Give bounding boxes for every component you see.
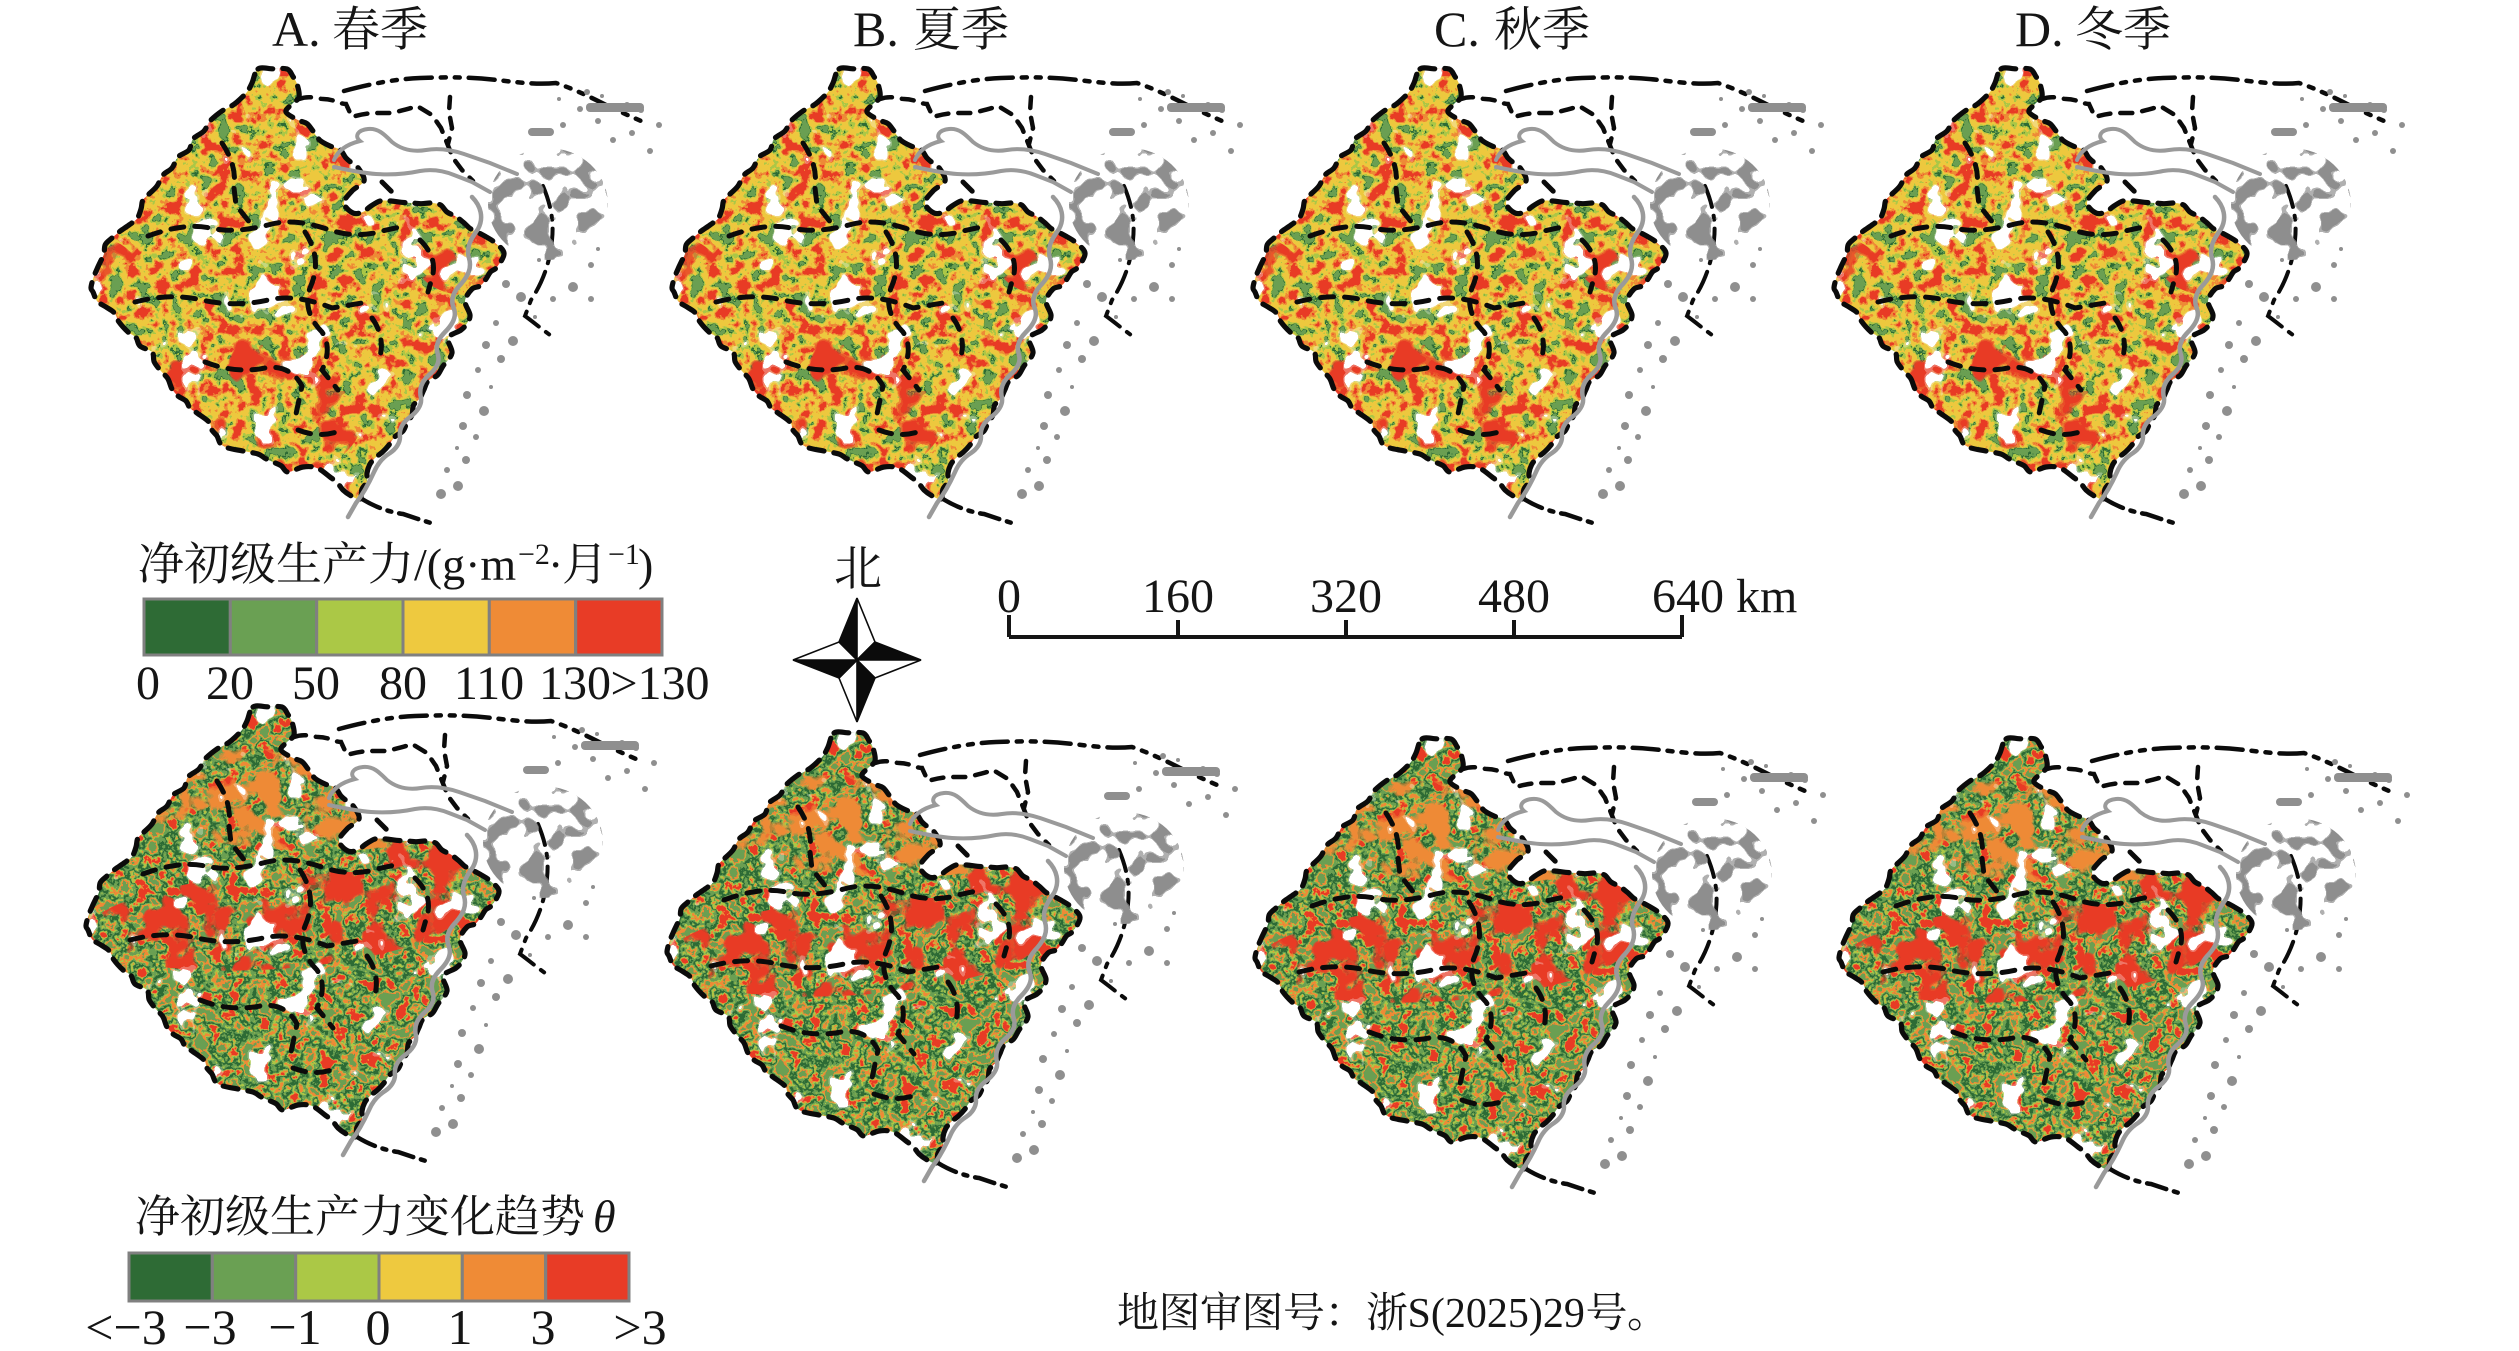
svg-text:0: 0	[366, 1299, 391, 1351]
svg-text:320: 320	[1310, 570, 1382, 623]
svg-text:50: 50	[292, 657, 340, 710]
svg-text:θ: θ	[593, 1191, 616, 1242]
svg-text:−1: −1	[268, 1299, 321, 1351]
svg-text:160: 160	[1142, 570, 1214, 623]
svg-text:80: 80	[379, 657, 427, 710]
svg-text:>130: >130	[610, 657, 709, 710]
svg-text:130: 130	[539, 657, 611, 710]
svg-text:−1: −1	[608, 538, 640, 571]
svg-text:0: 0	[136, 657, 160, 710]
svg-text:3: 3	[531, 1299, 556, 1351]
svg-text:<−3: <−3	[85, 1299, 166, 1351]
svg-text:−3: −3	[183, 1299, 236, 1351]
svg-text:): )	[638, 539, 653, 590]
svg-text:S(2025)29: S(2025)29	[1408, 1291, 1585, 1337]
svg-text:20: 20	[206, 657, 254, 710]
svg-text:·: ·	[548, 539, 563, 590]
svg-text:>3: >3	[613, 1299, 666, 1351]
svg-text:1: 1	[448, 1299, 473, 1351]
svg-text:D.: D.	[2015, 1, 2064, 57]
svg-text:B.: B.	[853, 1, 899, 57]
svg-text:A.: A.	[272, 1, 321, 57]
svg-text:0: 0	[997, 570, 1021, 623]
svg-text:C.: C.	[1434, 1, 1480, 57]
svg-text:480: 480	[1478, 570, 1550, 623]
svg-text:−2: −2	[518, 538, 550, 571]
svg-text:640 km: 640 km	[1652, 570, 1797, 623]
svg-text:/(g·m: /(g·m	[414, 539, 516, 590]
svg-text:110: 110	[454, 657, 524, 710]
